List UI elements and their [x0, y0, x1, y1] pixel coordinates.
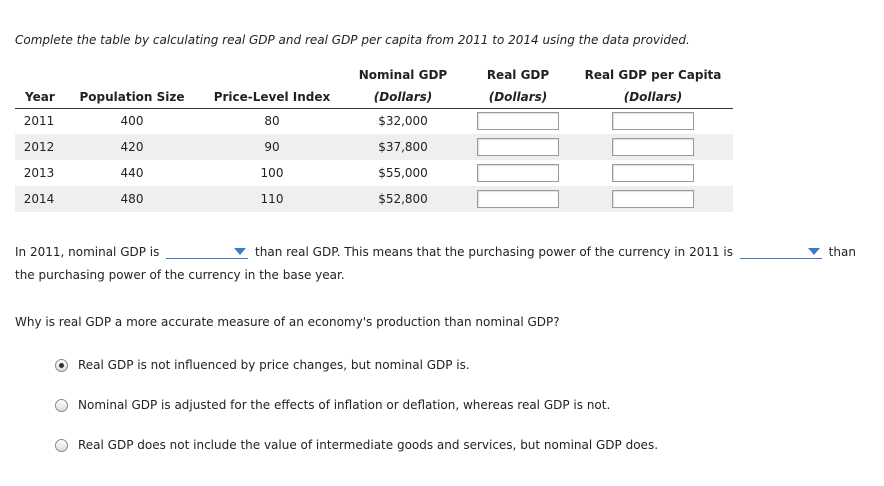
header-population: Population Size — [63, 64, 201, 109]
row-year: 2011 — [23, 114, 55, 129]
header-per-capita-unit: (Dollars) — [623, 89, 683, 104]
header-real-unit: (Dollars) — [488, 89, 548, 104]
row-year: 2013 — [23, 166, 55, 180]
fill-in-sentence: In 2011, nominal GDP is than real GDP. T… — [15, 241, 875, 287]
table-row: 2013 440 100 $55,000 — [15, 160, 733, 186]
per-capita-input-2011[interactable] — [612, 112, 694, 131]
header-year: Year — [15, 64, 63, 109]
header-price-index: Price-Level Index — [201, 64, 343, 109]
real-gdp-input-2013[interactable] — [477, 164, 559, 182]
real-gdp-input-2011[interactable] — [477, 112, 559, 131]
table-row: 2014 480 110 $52,800 — [15, 186, 733, 212]
table-header-row: Year Population Size Price-Level Index N… — [15, 64, 733, 109]
per-capita-input-2013[interactable] — [612, 164, 694, 182]
header-nominal-label: Nominal GDP — [358, 67, 448, 82]
header-real-gdp: Real GDP (Dollars) — [463, 64, 573, 109]
header-nominal-gdp: Nominal GDP (Dollars) — [343, 64, 463, 109]
sentence-part-1: In 2011, nominal GDP is — [15, 245, 160, 259]
option-label: Nominal GDP is adjusted for the effects … — [78, 398, 611, 412]
per-capita-input-2012[interactable] — [612, 138, 694, 156]
option-label: Real GDP is not influenced by price chan… — [78, 358, 470, 372]
row-nominal-gdp: $37,800 — [378, 140, 428, 154]
per-capita-input-2014[interactable] — [612, 190, 694, 208]
header-nominal-unit: (Dollars) — [373, 89, 433, 104]
comparison-dropdown-2[interactable] — [739, 243, 822, 259]
row-nominal-gdp: $32,000 — [378, 114, 428, 129]
row-population: 400 — [120, 114, 144, 129]
row-price-index: 110 — [260, 192, 284, 206]
radio-icon[interactable] — [55, 398, 68, 412]
real-gdp-input-2012[interactable] — [477, 138, 559, 156]
header-real-label: Real GDP — [486, 67, 550, 82]
instructions: Complete the table by calculating real G… — [15, 33, 690, 47]
answer-option-1[interactable]: Real GDP is not influenced by price chan… — [55, 358, 470, 372]
row-population: 420 — [120, 140, 144, 154]
option-label: Real GDP does not include the value of i… — [78, 438, 659, 452]
table-row: 2012 420 90 $37,800 — [15, 134, 733, 160]
row-price-index: 80 — [264, 114, 280, 129]
dropdown-arrow-icon — [807, 248, 820, 255]
table-row: 2011 400 80 $32,000 — [15, 108, 733, 134]
sentence-part-3: than the purchasing power of the currenc… — [15, 245, 856, 282]
row-population: 480 — [120, 192, 144, 206]
row-price-index: 90 — [264, 140, 280, 154]
gdp-table: Year Population Size Price-Level Index N… — [15, 64, 733, 212]
row-nominal-gdp: $52,800 — [378, 192, 428, 206]
dropdown-arrow-icon — [234, 248, 247, 255]
header-per-capita-label: Real GDP per Capita — [584, 67, 722, 82]
radio-icon[interactable] — [55, 438, 68, 452]
radio-selected-icon[interactable] — [55, 358, 68, 372]
row-year: 2012 — [23, 140, 55, 154]
header-per-capita: Real GDP per Capita (Dollars) — [573, 64, 733, 109]
real-gdp-input-2014[interactable] — [477, 190, 559, 208]
row-population: 440 — [120, 166, 144, 180]
row-nominal-gdp: $55,000 — [378, 166, 428, 180]
row-price-index: 100 — [260, 166, 284, 180]
row-year: 2014 — [23, 192, 55, 206]
answer-option-3[interactable]: Real GDP does not include the value of i… — [55, 438, 658, 452]
sentence-part-2: than real GDP. This means that the purch… — [255, 245, 734, 259]
question-text: Why is real GDP a more accurate measure … — [15, 315, 560, 329]
comparison-dropdown-1[interactable] — [166, 243, 249, 259]
answer-option-2[interactable]: Nominal GDP is adjusted for the effects … — [55, 398, 610, 412]
